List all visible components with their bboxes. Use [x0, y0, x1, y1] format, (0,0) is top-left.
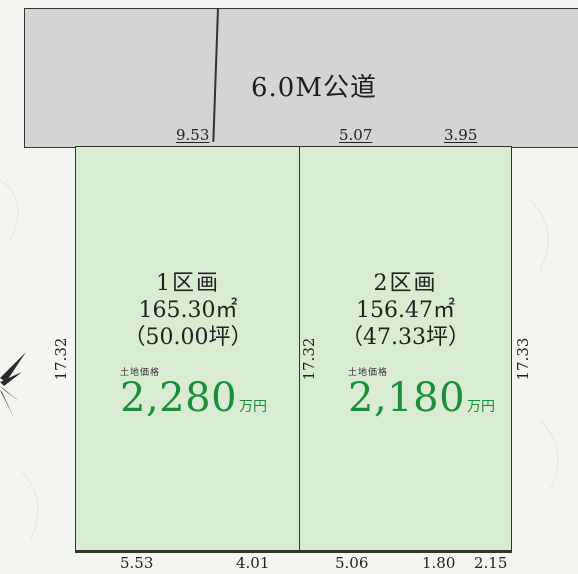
lot-2-name: 2区画 [373, 271, 438, 296]
lot-1-price-value: 2,280 [120, 375, 238, 421]
public-road: 6.0M公道 [24, 8, 578, 148]
lot-2-area: 156.47㎡ [356, 298, 455, 323]
dim-right: 17.33 [514, 337, 532, 381]
lot-1-area: 165.30㎡ [138, 298, 238, 323]
lot-1-tsubo: （50.00坪） [123, 325, 253, 350]
lot-2-price-label: 土地価格 [348, 368, 389, 378]
lot-2-price-unit: 万円 [467, 399, 496, 415]
lot-1-price-label: 土地価格 [120, 368, 161, 378]
lot-1-price-unit: 万円 [239, 399, 268, 415]
dim-top-1: 9.53 [176, 126, 210, 144]
dim-bottom-2: 4.01 [236, 554, 270, 572]
lot-1-name: 1区画 [156, 271, 220, 296]
dim-bottom-5: 2.15 [474, 554, 508, 572]
lot-1[interactable]: 1区画 165.30㎡ （50.00坪） 土地価格 2,280 万円 [75, 146, 301, 551]
dim-bottom-3: 5.06 [335, 554, 369, 572]
dim-bottom-1: 5.53 [120, 554, 154, 572]
bottom-dimension-line [75, 551, 512, 553]
lot-2-tsubo: （47.33坪） [341, 325, 470, 350]
lot-2[interactable]: 2区画 156.47㎡ （47.33坪） 土地価格 2,180 万円 [299, 146, 512, 551]
dim-top-2: 5.07 [339, 126, 373, 144]
dim-top-3: 3.95 [444, 126, 478, 144]
lot-2-price: 2,180 万円 [348, 375, 495, 421]
dim-left: 17.32 [52, 337, 70, 381]
dim-bottom-4: 1.80 [422, 554, 456, 572]
compass-icon [0, 352, 26, 418]
dim-middle: 17.32 [300, 337, 318, 381]
road-label: 6.0M公道 [251, 73, 377, 103]
lot-2-price-value: 2,180 [348, 375, 466, 421]
lot-1-price: 2,280 万円 [120, 375, 267, 421]
